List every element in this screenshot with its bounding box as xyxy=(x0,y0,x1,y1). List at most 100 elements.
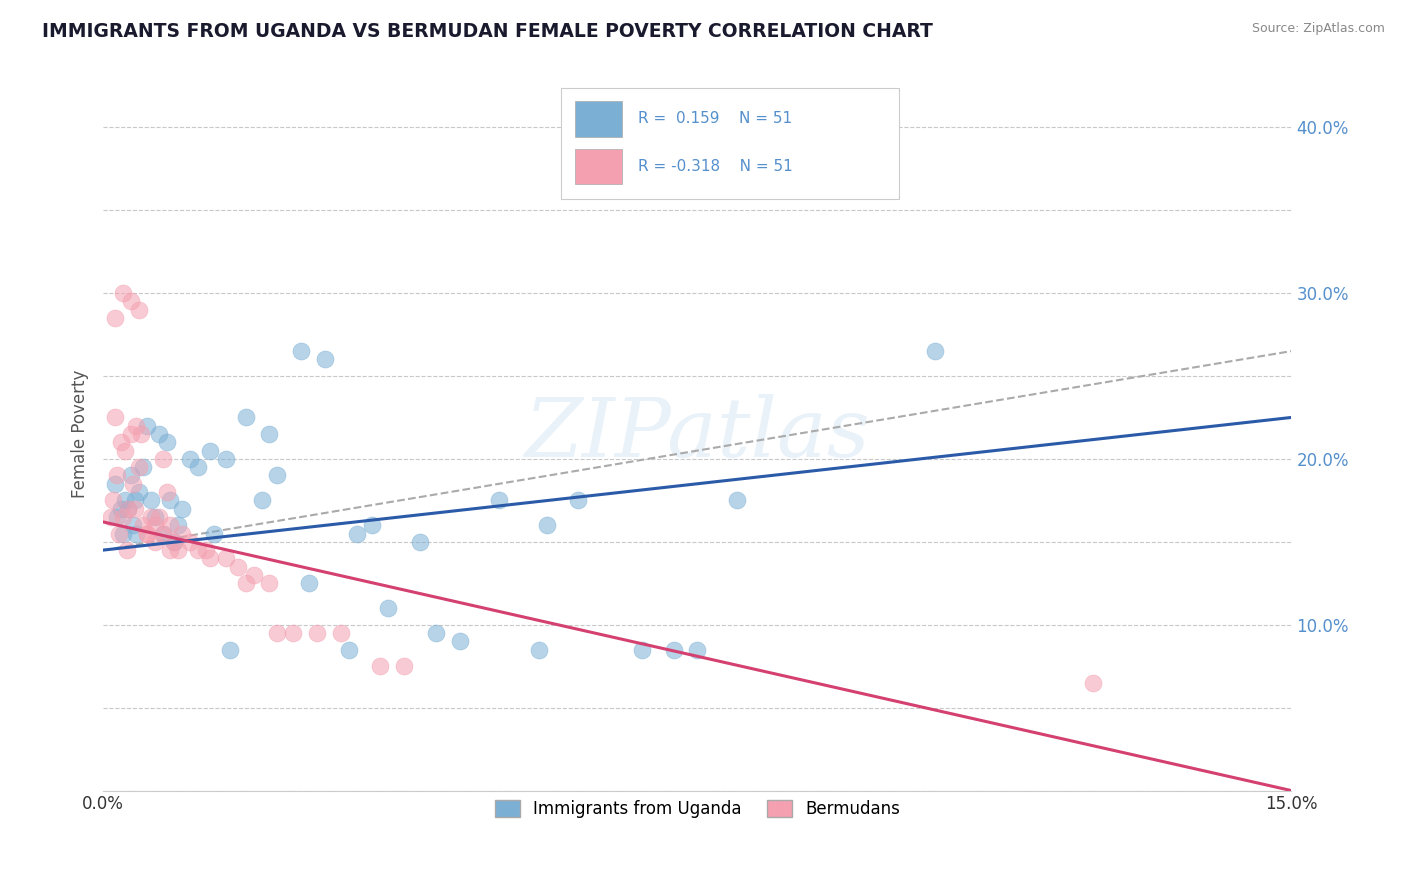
Point xyxy=(392,659,415,673)
Y-axis label: Female Poverty: Female Poverty xyxy=(72,370,89,499)
Point xyxy=(152,451,174,466)
Point xyxy=(361,518,384,533)
Point xyxy=(198,551,221,566)
Point xyxy=(163,534,186,549)
Point xyxy=(115,543,138,558)
Point xyxy=(1083,675,1105,690)
Point xyxy=(266,468,288,483)
Text: ZIPatlas: ZIPatlas xyxy=(524,394,870,474)
Point xyxy=(159,493,181,508)
FancyBboxPatch shape xyxy=(575,101,623,136)
Point xyxy=(567,493,589,508)
Point xyxy=(114,493,136,508)
Point xyxy=(226,559,249,574)
Point xyxy=(143,534,166,549)
Point xyxy=(329,626,352,640)
Point xyxy=(117,501,139,516)
Point xyxy=(370,659,392,673)
Point xyxy=(725,493,748,508)
Point xyxy=(148,427,170,442)
Point xyxy=(110,501,132,516)
Point xyxy=(124,493,146,508)
Point xyxy=(167,543,190,558)
Point xyxy=(314,352,336,367)
Point xyxy=(235,410,257,425)
Point xyxy=(686,642,709,657)
Point xyxy=(139,510,162,524)
Point xyxy=(101,493,124,508)
Point xyxy=(120,468,142,483)
Point xyxy=(120,427,142,442)
Point xyxy=(305,626,328,640)
Point xyxy=(152,526,174,541)
Point xyxy=(129,427,152,442)
Point xyxy=(155,435,177,450)
Point xyxy=(409,534,432,549)
Point xyxy=(259,427,281,442)
Point xyxy=(128,485,150,500)
Point xyxy=(132,460,155,475)
Text: R = -0.318    N = 51: R = -0.318 N = 51 xyxy=(638,159,793,174)
Point xyxy=(215,551,238,566)
Point xyxy=(105,468,128,483)
Point xyxy=(111,526,134,541)
Point xyxy=(290,344,312,359)
Point xyxy=(159,543,181,558)
Point xyxy=(108,526,131,541)
Point xyxy=(114,443,136,458)
Point xyxy=(120,294,142,309)
Point xyxy=(235,576,257,591)
Point xyxy=(122,518,145,533)
Point xyxy=(148,510,170,524)
Point xyxy=(111,510,134,524)
Point xyxy=(266,626,288,640)
Point xyxy=(152,526,174,541)
Point xyxy=(124,501,146,516)
Point xyxy=(167,518,190,533)
Point xyxy=(159,518,181,533)
Point xyxy=(100,510,122,524)
Point xyxy=(283,626,305,640)
Point xyxy=(298,576,321,591)
Point xyxy=(187,543,209,558)
Point xyxy=(259,576,281,591)
Point xyxy=(337,642,360,657)
Point xyxy=(104,410,127,425)
Point xyxy=(425,626,447,640)
Point xyxy=(143,518,166,533)
Point xyxy=(117,501,139,516)
Point xyxy=(135,418,157,433)
Point xyxy=(346,526,368,541)
Text: IMMIGRANTS FROM UGANDA VS BERMUDAN FEMALE POVERTY CORRELATION CHART: IMMIGRANTS FROM UGANDA VS BERMUDAN FEMAL… xyxy=(42,22,934,41)
Point xyxy=(110,435,132,450)
Point xyxy=(155,485,177,500)
Point xyxy=(125,418,148,433)
Point xyxy=(132,518,155,533)
Point xyxy=(111,286,134,301)
Point xyxy=(135,526,157,541)
Point xyxy=(195,543,218,558)
Point xyxy=(172,526,194,541)
Point xyxy=(219,642,242,657)
Point xyxy=(128,460,150,475)
Point xyxy=(187,460,209,475)
Point xyxy=(536,518,558,533)
Point xyxy=(662,642,685,657)
Point xyxy=(179,534,201,549)
Point xyxy=(128,302,150,317)
Point xyxy=(172,501,194,516)
Point xyxy=(215,451,238,466)
Point xyxy=(122,476,145,491)
Point xyxy=(449,634,471,648)
Point xyxy=(125,526,148,541)
Legend: Immigrants from Uganda, Bermudans: Immigrants from Uganda, Bermudans xyxy=(488,794,907,825)
Point xyxy=(198,443,221,458)
Point xyxy=(104,310,127,325)
Text: Source: ZipAtlas.com: Source: ZipAtlas.com xyxy=(1251,22,1385,36)
Point xyxy=(179,451,201,466)
Text: R =  0.159    N = 51: R = 0.159 N = 51 xyxy=(638,112,792,127)
Point xyxy=(105,510,128,524)
Point xyxy=(163,534,186,549)
Point xyxy=(135,526,157,541)
Point xyxy=(527,642,550,657)
